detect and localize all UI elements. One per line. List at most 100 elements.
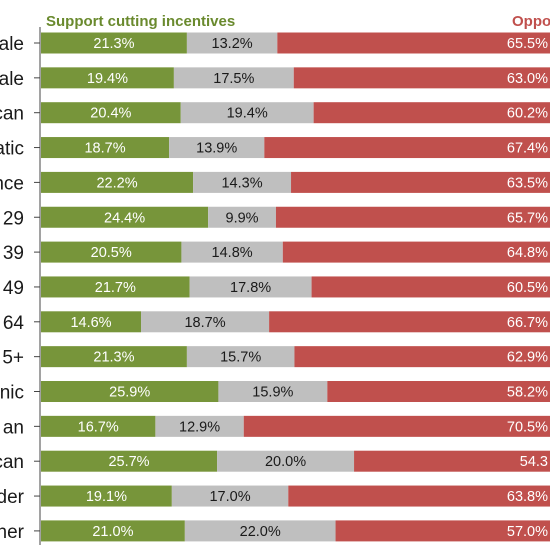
data-label: 20.4% [90,106,131,122]
bars-group [41,32,550,542]
bar-segment-support [41,102,181,124]
category-label: 5+ [2,348,24,369]
bar-segment-oppose [291,171,550,193]
data-label: 19.4% [227,106,268,122]
bar-segment-oppose [243,415,550,437]
bar-segment-neutral [181,241,283,263]
data-label: 21.0% [92,524,133,540]
data-label: 24.4% [104,210,145,226]
data-label: 21.3% [93,36,134,52]
legend-label-support: Support cutting incentives [46,13,235,30]
data-label: 15.7% [220,350,261,366]
category-label: ale [0,34,24,55]
bar-segment-neutral [208,206,276,228]
bar-segment-neutral [141,311,270,333]
value-labels: 21.3% 13.2% 65.5% 19.4% 17.5% 63.0% 20.4% 19.4%… [70,36,548,540]
bar-segment-oppose [269,311,550,333]
data-label: 14.8% [212,245,253,261]
data-label: 17.0% [209,489,250,505]
legend-label-oppose: Oppo [512,13,550,30]
data-label: 14.3% [221,175,262,191]
data-label: 64.8% [507,245,548,261]
data-label: 12.9% [179,419,220,435]
category-label: der [0,487,25,508]
bar-segment-support [41,171,194,193]
data-label: 16.7% [78,419,119,435]
bar-segment-support [41,32,187,54]
category-label: nic [0,383,24,404]
bar-segment-neutral [217,450,355,472]
bar-segment-neutral [186,346,295,368]
category-label: 39 [3,243,24,264]
bar-segment-support [41,137,170,159]
data-label: 63.5% [507,175,548,191]
bar-segment-oppose [275,206,550,228]
data-label: 22.2% [96,175,137,191]
bar-segment-neutral [218,381,328,402]
bar-segment-support [41,276,190,298]
bar-segment-support [41,241,182,263]
data-label: 58.2% [507,385,548,401]
data-label: 17.8% [230,280,271,296]
bar-segment-oppose [354,450,550,472]
data-label: 15.9% [252,385,293,401]
data-label: 63.0% [507,71,548,87]
category-label: can [0,104,24,125]
category-label: atic [0,139,24,160]
data-label: 17.5% [213,71,254,87]
bar-segment-neutral [186,32,278,54]
data-label: 21.3% [93,350,134,366]
data-label: 57.0% [507,524,548,540]
data-label: 65.7% [507,210,548,226]
bar-segment-support [41,67,174,89]
category-label: 49 [3,278,24,299]
bar-segment-neutral [189,276,312,298]
category-label: her [0,522,25,543]
bar-segment-oppose [327,381,550,402]
bar-segment-support [41,415,156,437]
data-label: 19.1% [86,489,127,505]
data-label: 20.0% [265,454,306,470]
data-label: 67.4% [507,141,548,157]
bar-segment-support [41,485,172,507]
bar-segment-oppose [313,102,550,124]
data-label: 63.8% [507,489,548,505]
data-label: 13.2% [212,36,253,52]
data-label: 9.9% [226,210,259,226]
data-label: 60.5% [507,280,548,296]
bar-segment-support [41,346,187,368]
data-label: 19.4% [87,71,128,87]
chart-legend: Support cutting incentives Oppo [46,13,550,30]
category-label: 29 [3,208,24,229]
data-label: 66.7% [507,315,548,331]
bar-segment-support [41,520,185,542]
bar-segment-support [41,381,219,402]
data-label: 14.6% [70,315,111,331]
category-label: can [0,452,24,473]
data-label: 60.2% [507,106,548,122]
bar-segment-oppose [335,520,550,542]
bar-segment-neutral [171,485,289,507]
data-label: 20.5% [91,245,132,261]
data-label: 22.0% [240,524,281,540]
data-label: 70.5% [507,419,548,435]
data-label: 25.7% [108,454,149,470]
data-label: 18.7% [184,315,225,331]
data-label: 18.7% [84,141,125,157]
category-labels: ale ale can atic nce 29 39 49 64 5+ nic an can der her [0,34,25,543]
data-label: 25.9% [109,385,150,401]
data-label: 62.9% [507,350,548,366]
data-label: 21.7% [95,280,136,296]
category-label: 64 [3,313,25,334]
bar-segment-support [41,311,142,333]
bar-segment-oppose [311,276,550,298]
bar-segment-oppose [288,485,550,507]
bar-segment-oppose [293,67,550,89]
bar-segment-neutral [184,520,336,542]
bar-segment-oppose [294,346,550,368]
category-label: ale [0,69,24,90]
bar-segment-support [41,206,209,228]
bar-segment-neutral [173,67,294,89]
bar-segment-oppose [264,137,550,159]
